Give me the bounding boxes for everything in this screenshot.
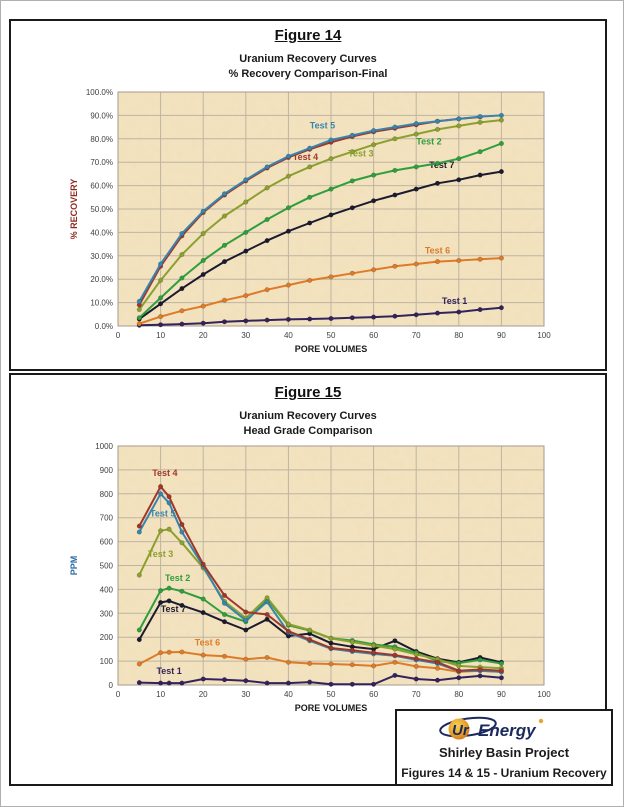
urenergy-logo: Ur Energy xyxy=(439,716,544,740)
figure14-chart: 0 10 20 30 40 50 60 70 80 90 100 0.0% 10.0% 20.0% 30.0… xyxy=(69,88,551,354)
svg-text:Test 5: Test 5 xyxy=(150,509,175,519)
figure14-panel: Figure 14 Uranium Recovery Curves % Reco… xyxy=(9,19,607,371)
svg-text:Test 4: Test 4 xyxy=(293,152,318,162)
svg-text:900: 900 xyxy=(100,466,114,475)
svg-text:40.0%: 40.0% xyxy=(90,228,113,237)
svg-text:Test 2: Test 2 xyxy=(165,573,190,583)
svg-text:200: 200 xyxy=(100,633,114,642)
figure14-subtitle2: % Recovery Comparison-Final xyxy=(228,68,388,80)
svg-text:50: 50 xyxy=(327,331,336,340)
svg-text:0.0%: 0.0% xyxy=(95,322,113,331)
svg-text:% RECOVERY: % RECOVERY xyxy=(69,179,79,240)
svg-text:600: 600 xyxy=(100,538,114,547)
svg-text:100: 100 xyxy=(100,657,114,666)
svg-text:70.0%: 70.0% xyxy=(90,158,113,167)
project-name: Shirley Basin Project xyxy=(438,745,570,760)
svg-text:20.0%: 20.0% xyxy=(90,275,113,284)
svg-text:0: 0 xyxy=(116,690,121,699)
svg-text:PORE VOLUMES: PORE VOLUMES xyxy=(295,703,368,713)
svg-text:Test 4: Test 4 xyxy=(152,468,177,478)
svg-text:40: 40 xyxy=(284,331,293,340)
svg-text:Test 1: Test 1 xyxy=(442,296,467,306)
svg-text:400: 400 xyxy=(100,585,114,594)
svg-text:70: 70 xyxy=(412,331,421,340)
svg-text:1000: 1000 xyxy=(95,442,113,451)
title-block: Ur Energy Shirley Basin Project Figures … xyxy=(395,709,613,786)
svg-text:500: 500 xyxy=(100,562,114,571)
logo-mark: Ur xyxy=(452,722,470,739)
svg-text:90.0%: 90.0% xyxy=(90,111,113,120)
figure15-subtitle2: Head Grade Comparison xyxy=(243,425,373,437)
logo-swirl-icon xyxy=(439,716,497,738)
svg-text:300: 300 xyxy=(100,609,114,618)
svg-text:Test 7: Test 7 xyxy=(161,604,186,614)
svg-text:Test 3: Test 3 xyxy=(148,549,173,559)
svg-text:Test 6: Test 6 xyxy=(425,245,450,255)
svg-text:Test 2: Test 2 xyxy=(416,137,441,147)
svg-text:10.0%: 10.0% xyxy=(90,299,113,308)
svg-text:30: 30 xyxy=(241,690,250,699)
svg-text:30.0%: 30.0% xyxy=(90,252,113,261)
svg-text:90: 90 xyxy=(497,690,506,699)
svg-text:Test 5: Test 5 xyxy=(310,120,335,130)
svg-text:PPM: PPM xyxy=(69,556,79,576)
svg-text:80: 80 xyxy=(454,690,463,699)
svg-text:20: 20 xyxy=(199,331,208,340)
figure-caption: Figures 14 & 15 - Uranium Recovery xyxy=(401,766,607,780)
svg-text:60: 60 xyxy=(369,331,378,340)
svg-text:100.0%: 100.0% xyxy=(86,88,113,97)
svg-text:0: 0 xyxy=(109,681,114,690)
figure15-subtitle1: Uranium Recovery Curves xyxy=(239,410,377,422)
svg-text:100: 100 xyxy=(537,690,551,699)
svg-text:50: 50 xyxy=(327,690,336,699)
svg-text:90: 90 xyxy=(497,331,506,340)
svg-text:Test 7: Test 7 xyxy=(429,160,454,170)
svg-text:40: 40 xyxy=(284,690,293,699)
svg-text:800: 800 xyxy=(100,490,114,499)
svg-text:PORE VOLUMES: PORE VOLUMES xyxy=(295,344,368,354)
figure15-chart: 0 10 20 30 40 50 60 70 80 90 100010020030040050060… xyxy=(69,442,551,713)
svg-text:50.0%: 50.0% xyxy=(90,205,113,214)
svg-text:60.0%: 60.0% xyxy=(90,182,113,191)
logo-word: Energy xyxy=(478,721,537,740)
svg-text:Test 3: Test 3 xyxy=(348,148,373,158)
svg-text:60: 60 xyxy=(369,690,378,699)
svg-text:30: 30 xyxy=(241,331,250,340)
figure14-subtitle1: Uranium Recovery Curves xyxy=(239,53,377,65)
logo-globe-icon xyxy=(448,718,470,740)
svg-text:0: 0 xyxy=(116,331,121,340)
svg-text:100: 100 xyxy=(537,331,551,340)
svg-text:80: 80 xyxy=(454,331,463,340)
figure14-title: Figure 14 xyxy=(274,27,342,44)
svg-text:700: 700 xyxy=(100,514,114,523)
figure15-title: Figure 15 xyxy=(274,384,342,401)
logo-dot-icon xyxy=(538,718,544,724)
svg-text:80.0%: 80.0% xyxy=(90,135,113,144)
svg-text:10: 10 xyxy=(156,331,165,340)
svg-text:70: 70 xyxy=(412,690,421,699)
svg-text:10: 10 xyxy=(156,690,165,699)
svg-text:Test 1: Test 1 xyxy=(156,666,181,676)
svg-text:20: 20 xyxy=(199,690,208,699)
svg-text:Test 6: Test 6 xyxy=(195,638,220,648)
